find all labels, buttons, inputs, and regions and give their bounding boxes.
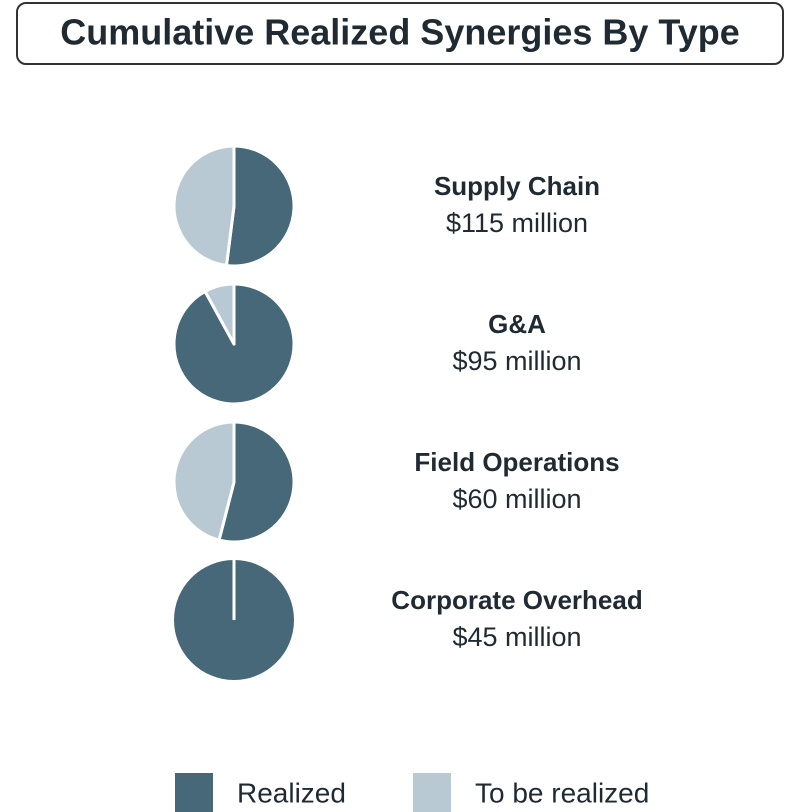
legend-swatch xyxy=(175,773,213,812)
pie-slice xyxy=(172,144,236,268)
amount-label: $45 million xyxy=(452,622,581,652)
category-label: Field Operations xyxy=(414,447,619,477)
amount-label: $60 million xyxy=(452,484,581,514)
amount-label: $115 million xyxy=(446,208,588,238)
legend-label: To be realized xyxy=(475,777,649,808)
amount-label: $95 million xyxy=(452,346,581,376)
category-label: Corporate Overhead xyxy=(391,585,642,615)
title-box xyxy=(16,2,784,65)
chart-title: Cumulative Realized Synergies By Type xyxy=(60,12,740,53)
pie-slice xyxy=(224,144,296,268)
pie-slice xyxy=(217,420,296,544)
category-label: G&A xyxy=(488,309,546,339)
pie-slice xyxy=(172,420,236,542)
legend-label: Realized xyxy=(237,777,346,808)
legend-swatch xyxy=(413,773,451,812)
category-label: Supply Chain xyxy=(434,171,600,201)
